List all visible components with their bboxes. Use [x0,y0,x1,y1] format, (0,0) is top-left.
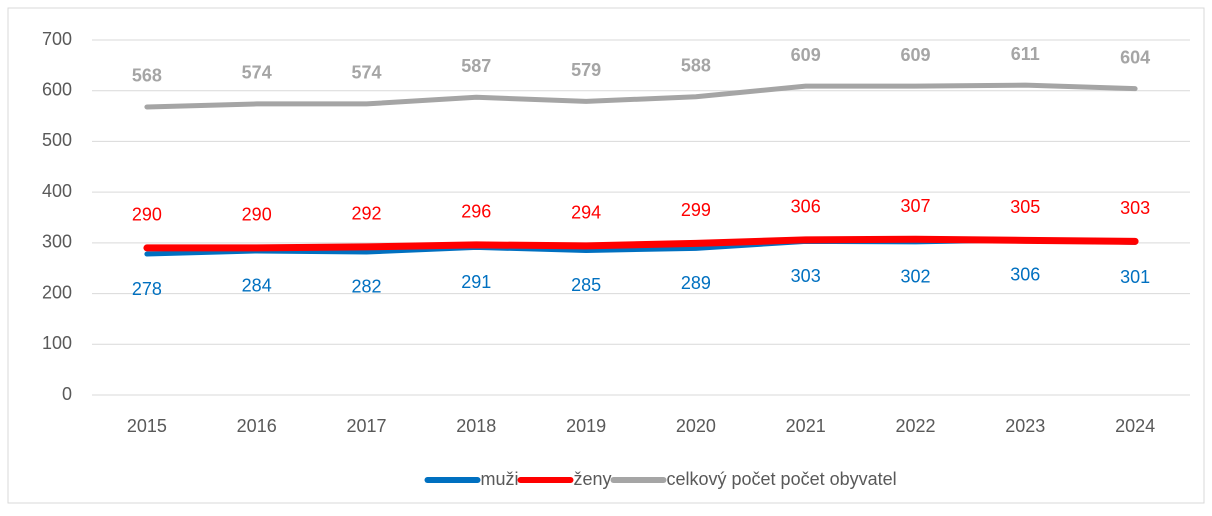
x-tick-label: 2019 [566,416,606,436]
data-label: 284 [242,276,272,296]
x-tick-label: 2024 [1115,416,1155,436]
data-label: 609 [791,45,821,65]
legend-label: ženy [574,469,612,489]
x-tick-label: 2023 [1005,416,1045,436]
data-label: 307 [900,196,930,216]
x-tick-label: 2020 [676,416,716,436]
y-tick-label: 0 [62,384,72,404]
data-label: 574 [242,63,272,83]
data-label: 285 [571,275,601,295]
data-label: 292 [351,204,381,224]
data-label: 306 [791,197,821,217]
data-label: 303 [791,266,821,286]
y-tick-label: 500 [42,130,72,150]
data-label: 587 [461,56,491,76]
data-label: 296 [461,202,491,222]
data-label: 291 [461,272,491,292]
y-tick-label: 400 [42,181,72,201]
data-label: 301 [1120,267,1150,287]
data-label: 303 [1120,198,1150,218]
data-label: 604 [1120,47,1150,67]
data-label: 282 [351,277,381,297]
data-label: 290 [242,205,272,225]
x-tick-label: 2021 [786,416,826,436]
data-label: 609 [900,45,930,65]
series-line [144,82,1138,110]
data-label: 289 [681,273,711,293]
y-tick-label: 600 [42,79,72,99]
legend-label: muži [481,469,519,489]
data-label: 305 [1010,197,1040,217]
data-label: 290 [132,205,162,225]
y-tick-label: 700 [42,29,72,49]
data-label: 306 [1010,265,1040,285]
data-label: 278 [132,279,162,299]
data-label: 574 [351,63,381,83]
data-label: 588 [681,56,711,76]
data-label: 299 [681,200,711,220]
x-tick-label: 2017 [346,416,386,436]
x-tick-label: 2018 [456,416,496,436]
data-label: 302 [900,267,930,287]
y-tick-label: 300 [42,232,72,252]
data-label: 568 [132,66,162,86]
data-label: 611 [1011,44,1040,64]
y-tick-label: 200 [42,282,72,302]
x-tick-label: 2016 [237,416,277,436]
x-tick-label: 2015 [127,416,167,436]
legend-label: celkový počet počet obyvatel [667,469,897,489]
x-tick-label: 2022 [895,416,935,436]
series-line [143,235,1139,252]
data-label: 579 [571,60,601,80]
y-tick-label: 100 [42,333,72,353]
data-label: 294 [571,203,601,223]
